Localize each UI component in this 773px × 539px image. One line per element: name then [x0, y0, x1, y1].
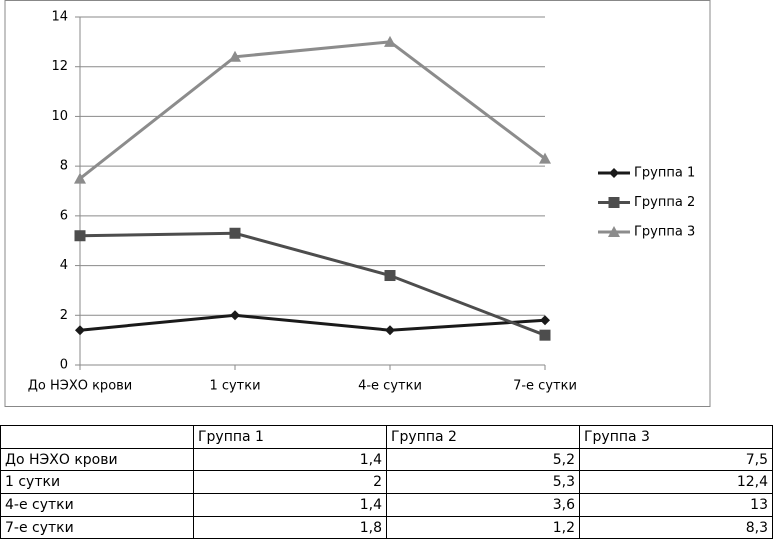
- y-tick-label: 6: [60, 208, 68, 223]
- table-row: 7-е сутки 1,8 1,2 8,3: [0, 515, 773, 539]
- x-tick-label: 4-е сутки: [358, 379, 422, 394]
- series-line: [79, 40, 546, 180]
- legend-marker: [609, 168, 619, 178]
- x-tick-label: До НЭХО крови: [28, 379, 133, 394]
- table-row: Группа 1 Группа 2 Группа 3: [0, 425, 773, 449]
- table-cell: 3,6: [386, 493, 580, 517]
- data-point: [384, 35, 396, 47]
- data-point: [229, 50, 241, 62]
- table-cell: Группа 2: [386, 425, 580, 449]
- legend-marker: [608, 226, 620, 237]
- table-cell: 7,5: [579, 447, 773, 472]
- x-tick-label: 7-е сутки: [513, 379, 577, 394]
- data-point: [74, 230, 86, 242]
- table-cell: 1,4: [193, 493, 387, 517]
- table-cell: 5,2: [386, 447, 580, 472]
- data-point: [384, 270, 396, 282]
- table-cell: 4-е сутки: [0, 493, 194, 517]
- data-point: [230, 310, 240, 321]
- table-cell: 1,8: [193, 515, 387, 539]
- y-tick-label: 14: [51, 10, 68, 25]
- series-line: [79, 313, 546, 332]
- data-point: [539, 152, 551, 164]
- table-row: До НЭХО крови 1,4 5,2 7,5: [0, 447, 773, 472]
- data-table: Группа 1 Группа 2 Группа 3 До НЭХО крови 1,4…: [0, 425, 773, 539]
- table-row: 4-е сутки 1,4 3,6 13: [0, 493, 773, 517]
- y-tick-label: 12: [51, 59, 68, 74]
- y-tick-label: 4: [60, 258, 68, 273]
- table-cell: 8,3: [579, 515, 773, 539]
- legend-label: Группа 1: [634, 166, 695, 181]
- data-point: [74, 172, 86, 184]
- data-point: [539, 329, 551, 341]
- legend-marker: [608, 197, 620, 208]
- table-cell: 1,4: [193, 447, 387, 472]
- legend-label: Группа 3: [634, 225, 695, 240]
- legend-label: Группа 2: [634, 195, 695, 210]
- chart: 0 2 4 6 8 10 12 14 До НЭХО крови 1 сутки 4-е сутки…: [4, 0, 711, 407]
- table-cell: 5,3: [386, 470, 580, 495]
- y-tick-label: 10: [51, 109, 68, 124]
- table-cell: Группа 1: [193, 425, 387, 449]
- y-tick-label: 0: [60, 358, 68, 373]
- data-point: [229, 227, 241, 239]
- table-cell: [0, 425, 194, 449]
- series-line: [79, 231, 546, 337]
- y-tick-label: 2: [60, 308, 68, 323]
- table-cell: 1 сутки: [0, 470, 194, 495]
- table-cell: Группа 3: [579, 425, 773, 449]
- table-row: 1 сутки 2 5,3 12,4: [0, 470, 773, 495]
- chart-border: [4, 0, 711, 407]
- table-cell: 7-е сутки: [0, 515, 194, 539]
- data-point: [540, 315, 550, 326]
- table-cell: До НЭХО крови: [0, 447, 194, 472]
- table-cell: 2: [193, 470, 387, 495]
- table-cell: 12,4: [579, 470, 773, 495]
- data-point: [75, 325, 85, 336]
- x-tick-label: 1 сутки: [209, 379, 260, 394]
- data-point: [385, 325, 395, 336]
- table-cell: 13: [579, 493, 773, 517]
- table-cell: 1,2: [386, 515, 580, 539]
- y-tick-label: 8: [60, 159, 68, 174]
